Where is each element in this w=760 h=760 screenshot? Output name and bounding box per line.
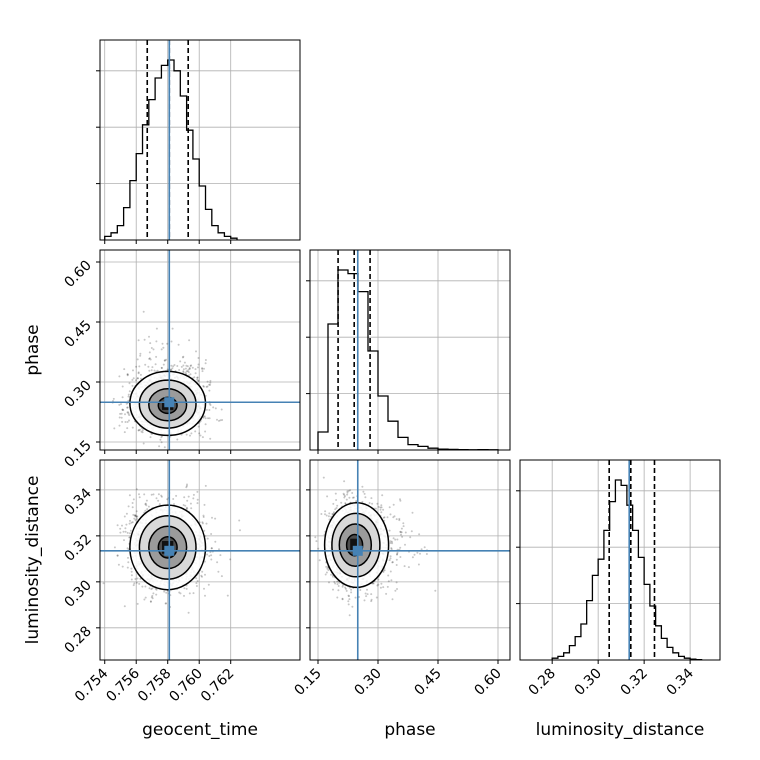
density-peak [350, 538, 358, 552]
joint-panel-phase-luminosity_distance [310, 460, 510, 660]
x-axis-title-luminosity_distance: luminosity_distance [536, 720, 705, 740]
y-tick-label: 0.34 [61, 485, 94, 518]
x-tick-label: 0.756 [103, 665, 143, 705]
histogram-frame-geocent_time [99, 39, 301, 241]
histogram-panel-geocent_time [96, 40, 300, 240]
histogram-step-luminosity_distance [551, 479, 703, 661]
truth-marker [352, 545, 363, 556]
y-tick-label: 0.30 [61, 577, 94, 610]
joint-content [100, 460, 300, 660]
y-axis-title-luminosity_distance: luminosity_distance [23, 476, 43, 645]
x-tick-label: 0.34 [664, 665, 697, 698]
histogram-step-phase [317, 269, 499, 451]
y-tick-label: 0.45 [61, 318, 94, 351]
x-axis-title-phase: phase [384, 720, 435, 740]
joint-frame-geocent_time-luminosity_distance [99, 459, 301, 661]
y-tick-label: 0.28 [61, 623, 94, 656]
histogram-frame-phase [309, 249, 511, 451]
x-tick-label: 0.30 [351, 666, 384, 699]
truth-marker [164, 545, 175, 556]
x-tick-label: 0.760 [166, 666, 206, 706]
y-tick-label: 0.32 [61, 531, 94, 564]
joint-content [100, 250, 300, 450]
histogram-frame-luminosity_distance [519, 459, 721, 661]
truth-marker [164, 397, 175, 408]
histogram-panel-phase [306, 250, 510, 451]
x-tick-label: 0.15 [291, 666, 324, 699]
y-tick-label: 0.60 [61, 258, 94, 291]
histogram-step-geocent_time [104, 59, 238, 240]
x-tick-label: 0.60 [471, 666, 504, 699]
x-tick-label: 0.754 [72, 665, 112, 705]
joint-content [310, 460, 510, 660]
x-tick-label: 0.762 [198, 666, 238, 706]
joint-frame-geocent_time-phase [99, 249, 301, 451]
joint-frame-phase-luminosity_distance [309, 459, 511, 661]
x-tick-label: 0.45 [411, 666, 444, 699]
joint-panel-geocent_time-phase [100, 250, 300, 450]
x-axis-title-geocent_time: geocent_time [142, 720, 258, 740]
y-tick-label: 0.15 [61, 438, 94, 471]
y-tick-label: 0.30 [61, 378, 94, 411]
x-tick-label: 0.30 [572, 666, 605, 699]
joint-panel-geocent_time-luminosity_distance [100, 460, 300, 660]
x-tick-label: 0.758 [135, 666, 175, 706]
x-tick-label: 0.28 [526, 666, 559, 699]
x-tick-label: 0.32 [618, 666, 651, 699]
histogram-panel-luminosity_distance [516, 460, 720, 661]
y-axis-title-phase: phase [23, 324, 43, 375]
